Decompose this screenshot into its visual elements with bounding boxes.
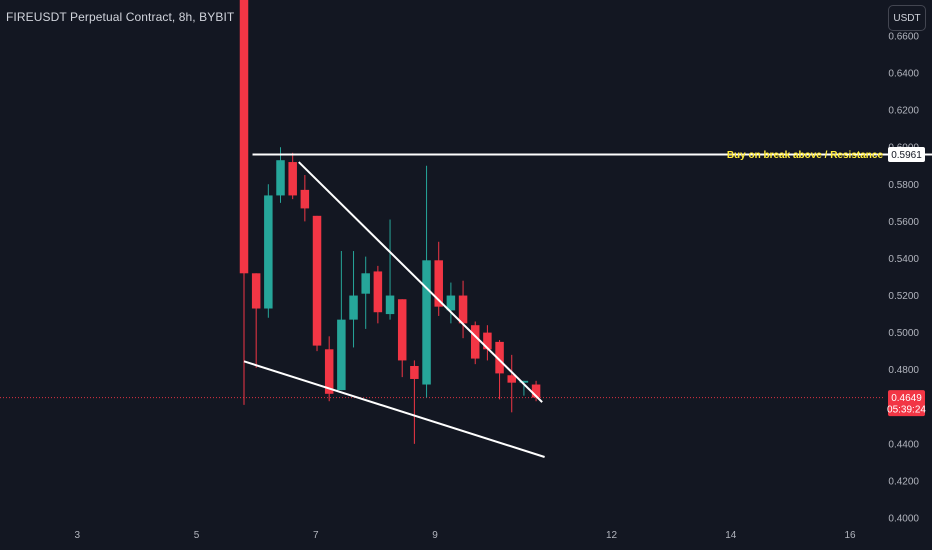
- candle-body: [385, 295, 395, 315]
- candle[interactable]: [349, 251, 358, 348]
- candle-body: [519, 380, 529, 383]
- support-line-line[interactable]: [243, 360, 545, 458]
- candle-body: [264, 195, 273, 309]
- y-tick-label: 0.6200: [888, 106, 919, 117]
- candle[interactable]: [531, 380, 541, 402]
- candle-body: [495, 341, 504, 374]
- candle[interactable]: [470, 321, 480, 365]
- candle-body: [470, 325, 480, 359]
- candle[interactable]: [385, 219, 395, 320]
- x-tick-label: 12: [606, 530, 618, 541]
- resistance-annotation: Buy on break above / Resistance: [727, 150, 884, 161]
- candle[interactable]: [495, 340, 504, 400]
- candle-body: [312, 215, 322, 346]
- candle[interactable]: [483, 325, 492, 361]
- y-tick-label: 0.5600: [888, 217, 919, 228]
- y-tick-label: 0.6400: [888, 69, 919, 80]
- x-tick-label: 3: [74, 530, 80, 541]
- candle[interactable]: [446, 282, 456, 324]
- y-tick-label: 0.5400: [888, 254, 919, 265]
- candle[interactable]: [276, 147, 285, 203]
- candle-body: [373, 271, 383, 313]
- candle-body: [300, 189, 310, 209]
- candle[interactable]: [251, 273, 261, 368]
- resistance-level-value: 0.5961: [891, 150, 922, 161]
- countdown-timer: 05:39:24: [887, 405, 926, 416]
- candle-body: [483, 332, 492, 350]
- candle[interactable]: [373, 265, 383, 324]
- candle[interactable]: [239, 0, 249, 405]
- candle-body: [251, 273, 261, 309]
- candle[interactable]: [422, 165, 431, 398]
- candle[interactable]: [458, 280, 468, 339]
- candle[interactable]: [410, 360, 419, 444]
- x-tick-label: 16: [845, 530, 857, 541]
- y-tick-label: 0.5800: [888, 180, 919, 191]
- y-tick-label: 0.6600: [888, 32, 919, 43]
- x-tick-label: 5: [194, 530, 200, 541]
- last-price-value: 0.4649: [891, 393, 922, 404]
- candle-body: [434, 260, 443, 307]
- candle-body: [397, 299, 407, 361]
- candle[interactable]: [264, 184, 273, 318]
- y-tick-label: 0.5000: [888, 328, 919, 339]
- y-tick-label: 0.4000: [888, 514, 919, 525]
- candle[interactable]: [434, 241, 443, 316]
- candle-body: [422, 260, 431, 385]
- candle[interactable]: [507, 354, 516, 413]
- y-tick-label: 0.4200: [888, 476, 919, 487]
- candle[interactable]: [397, 299, 407, 378]
- candle-body: [531, 384, 541, 398]
- candle-body: [507, 375, 516, 383]
- candle-body: [349, 295, 358, 320]
- candle[interactable]: [337, 251, 346, 391]
- candle-body: [337, 319, 346, 391]
- candle-body: [446, 295, 456, 311]
- candle[interactable]: [288, 152, 297, 200]
- candle-body: [239, 0, 249, 274]
- y-tick-label: 0.4400: [888, 439, 919, 450]
- y-tick-label: 0.5200: [888, 291, 919, 302]
- candle[interactable]: [312, 215, 322, 352]
- y-tick-label: 0.4800: [888, 365, 919, 376]
- chart-title: FIREUSDT Perpetual Contract, 8h, BYBIT: [6, 10, 235, 24]
- currency-button[interactable]: USDT: [888, 5, 926, 31]
- x-tick-label: 14: [725, 530, 737, 541]
- resistance-level-tag: 0.5961: [888, 146, 925, 162]
- candle-body: [288, 162, 297, 196]
- candle[interactable]: [300, 175, 310, 222]
- x-tick-label: 9: [432, 530, 438, 541]
- candle-body: [458, 295, 468, 324]
- x-tick-label: 7: [313, 530, 319, 541]
- candle-body: [276, 160, 285, 196]
- candle[interactable]: [361, 256, 370, 329]
- candle-body: [361, 273, 370, 294]
- falling-trendline-line[interactable]: [298, 161, 543, 403]
- candle-body: [324, 349, 334, 394]
- candle[interactable]: [324, 336, 334, 402]
- candle-body: [410, 365, 419, 379]
